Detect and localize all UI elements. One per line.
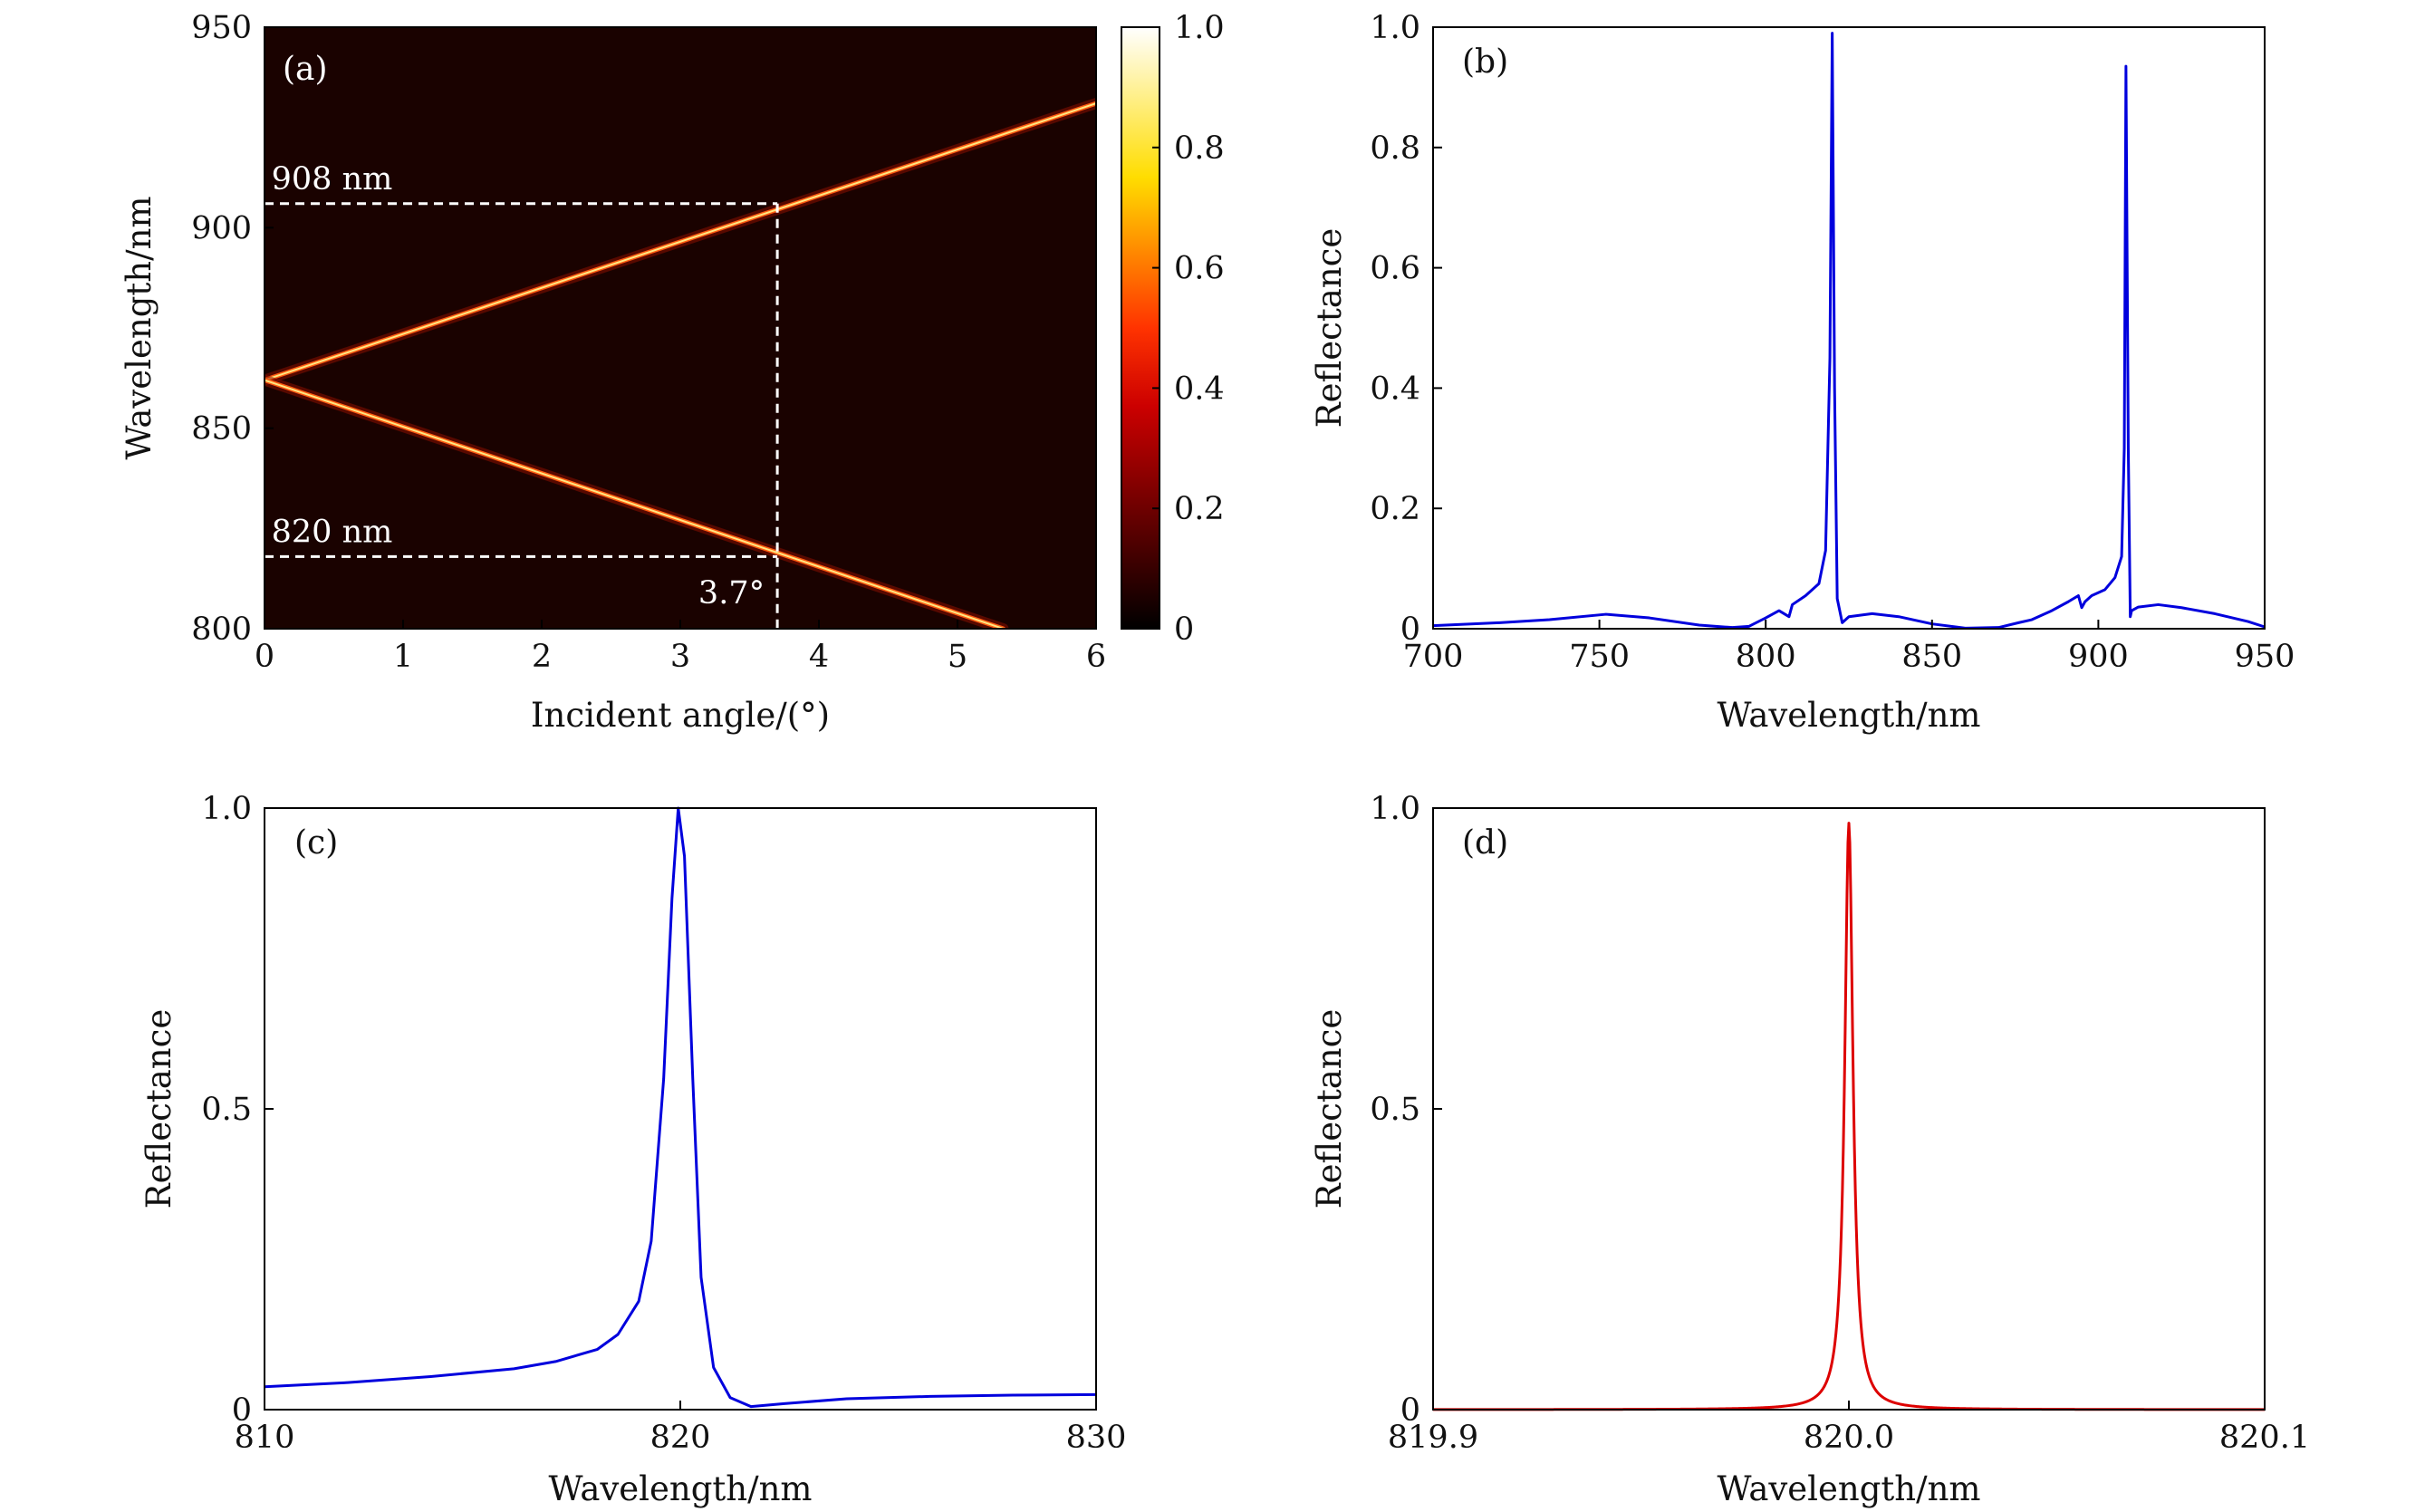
x-tick-label: 819.9 bbox=[1388, 1420, 1478, 1456]
panel-b-frame bbox=[1432, 26, 2266, 630]
colorbar-tick-label: 0.4 bbox=[1174, 371, 1225, 407]
x-tick-label: 830 bbox=[1066, 1420, 1127, 1456]
heatmap-background bbox=[265, 27, 1096, 629]
x-tick-label: 2 bbox=[532, 639, 552, 675]
x-tick-label: 0 bbox=[255, 639, 274, 675]
x-tick-label: 850 bbox=[1901, 639, 1962, 675]
y-tick-label: 0.5 bbox=[201, 1092, 252, 1128]
y-tick-label: 0.4 bbox=[1370, 371, 1420, 407]
panel-d-frame bbox=[1432, 807, 2266, 1411]
y-tick-label: 0.5 bbox=[1370, 1092, 1420, 1128]
y-tick-label: 0.6 bbox=[1370, 251, 1420, 287]
x-tick-label: 820.1 bbox=[2219, 1420, 2310, 1456]
x-tick-label: 820 bbox=[650, 1420, 711, 1456]
x-tick-label: 750 bbox=[1569, 639, 1630, 675]
y-tick-label: 0 bbox=[1400, 612, 1420, 648]
y-tick-label: 1.0 bbox=[201, 791, 252, 827]
panel-a-xlabel: Incident angle/(°) bbox=[531, 696, 830, 735]
panel-c-frame bbox=[264, 807, 1097, 1411]
x-tick-label: 1 bbox=[393, 639, 413, 675]
panel-c-ylabel: Reflectance bbox=[140, 1009, 178, 1209]
panel-a-label: (a) bbox=[283, 51, 328, 88]
x-tick-label: 810 bbox=[235, 1420, 295, 1456]
x-tick-label: 3 bbox=[670, 639, 690, 675]
heatmap-bands bbox=[265, 98, 1096, 629]
x-tick-label: 950 bbox=[2235, 639, 2295, 675]
x-tick-label: 900 bbox=[2068, 639, 2129, 675]
colorbar-tick-label: 0.2 bbox=[1174, 491, 1225, 527]
y-tick-label: 900 bbox=[191, 210, 252, 246]
annotation-908nm: 908 nm bbox=[272, 161, 393, 197]
panel-b-xlabel: Wavelength/nm bbox=[1718, 696, 1981, 735]
x-tick-label: 6 bbox=[1086, 639, 1106, 675]
panel-c: 810 820 830 0 0.5 1.0 (c) Wavelength/nm Refle… bbox=[140, 791, 1126, 1508]
reflectance-curve-c bbox=[264, 806, 1097, 1409]
x-tick-label: 4 bbox=[809, 639, 829, 675]
panel-d-xlabel: Wavelength/nm bbox=[1718, 1469, 1981, 1508]
y-tick-label: 1.0 bbox=[1370, 10, 1420, 46]
y-tick-label: 0.8 bbox=[1370, 130, 1420, 167]
panel-b-ylabel: Reflectance bbox=[1310, 228, 1349, 428]
panel-c-xlabel: Wavelength/nm bbox=[549, 1469, 813, 1508]
band-core-lower bbox=[265, 379, 1005, 629]
annotation-820nm: 820 nm bbox=[272, 514, 393, 550]
y-tick-label: 950 bbox=[191, 10, 252, 46]
x-tick-label: 820.0 bbox=[1804, 1420, 1894, 1456]
x-tick-label: 5 bbox=[948, 639, 967, 675]
x-tick-label: 800 bbox=[1736, 639, 1796, 675]
y-tick-label: 0 bbox=[1400, 1392, 1420, 1429]
panel-a: 0 1 2 3 4 5 6 800 850 900 950 (a) 908 nm 820 nm 3.… bbox=[120, 10, 1225, 735]
y-tick-label: 1.0 bbox=[1370, 791, 1420, 827]
annotation-angle: 3.7° bbox=[698, 575, 765, 612]
colorbar-tick-label: 1.0 bbox=[1174, 10, 1225, 46]
reflectance-curve-d bbox=[1432, 822, 2266, 1411]
y-tick-label: 0 bbox=[232, 1392, 252, 1429]
colorbar-tick-label: 0.8 bbox=[1174, 130, 1225, 167]
y-tick-label: 0.2 bbox=[1370, 491, 1420, 527]
band-core-upper bbox=[265, 102, 1096, 381]
reflectance-curve-b bbox=[1432, 32, 2266, 630]
panel-a-ylabel: Wavelength/nm bbox=[120, 197, 159, 460]
panel-d-ylabel: Reflectance bbox=[1310, 1009, 1349, 1209]
y-tick-label: 850 bbox=[191, 411, 252, 448]
panel-d: 819.9 820.0 820.1 0 0.5 1.0 (d) Wavelength/nm… bbox=[1310, 791, 2310, 1508]
x-tick-label: 700 bbox=[1403, 639, 1464, 675]
y-tick-label: 800 bbox=[191, 612, 252, 648]
colorbar-tick-label: 0 bbox=[1174, 612, 1194, 648]
panel-d-label: (d) bbox=[1462, 824, 1508, 862]
colorbar-tick-label: 0.6 bbox=[1174, 251, 1225, 287]
panel-b: 700 750 800 850 900 950 0 0.2 0.4 0.6 0.8 1.0 (b) W… bbox=[1310, 10, 2295, 735]
panel-c-label: (c) bbox=[294, 824, 338, 862]
panel-b-label: (b) bbox=[1462, 43, 1508, 81]
colorbar bbox=[1121, 26, 1160, 630]
